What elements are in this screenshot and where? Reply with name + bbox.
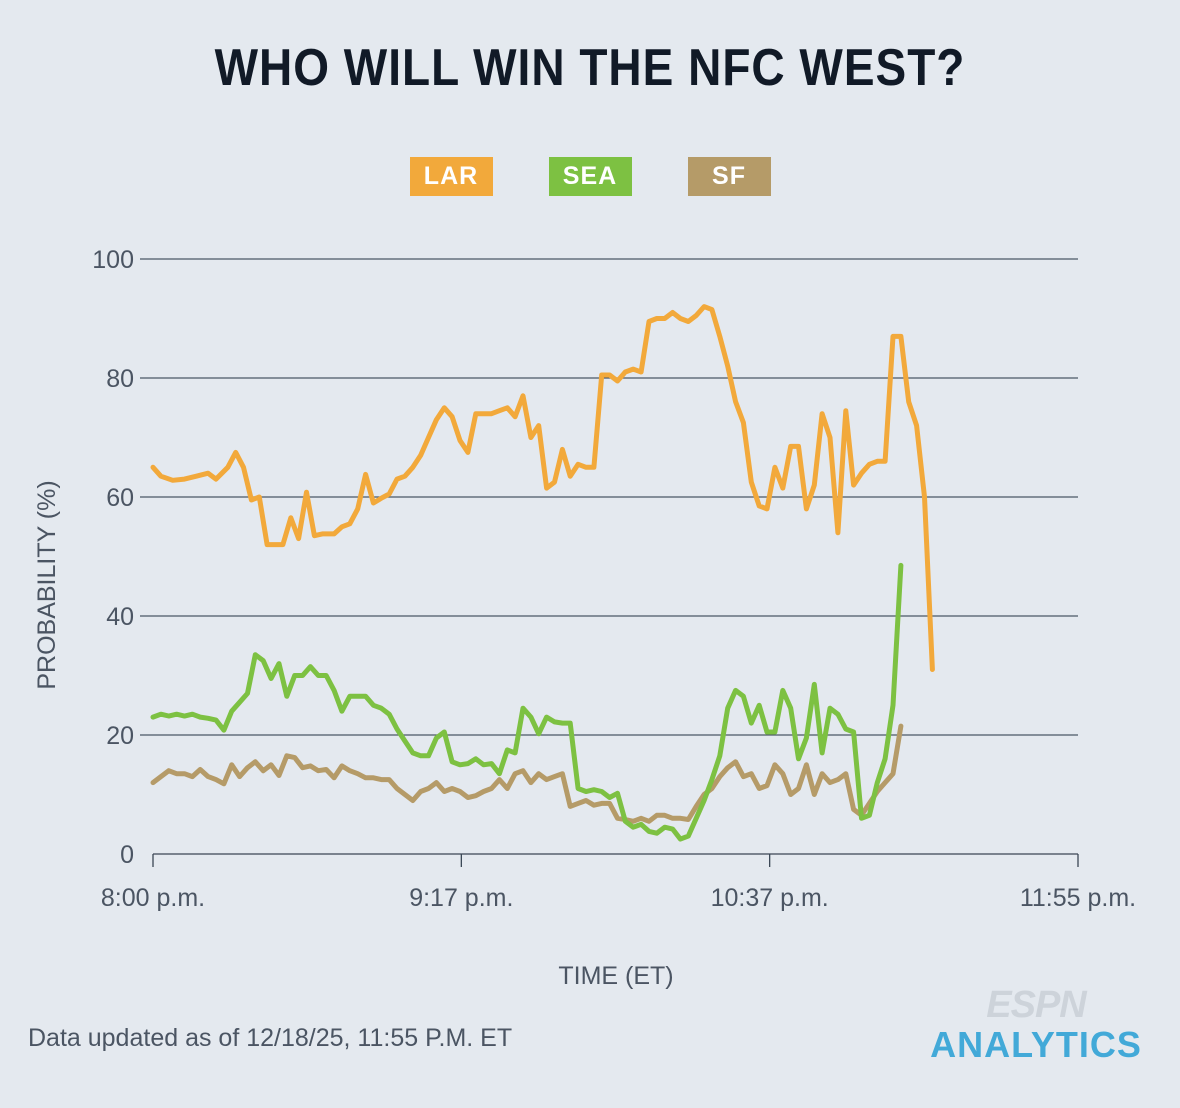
espn-analytics-logo: ESPN ANALYTICS xyxy=(920,985,1152,1065)
y-tick-label-100: 100 xyxy=(92,246,134,274)
y-axis-label: PROBABILITY (%) xyxy=(33,480,61,689)
x-tick-label-1: 9:17 p.m. xyxy=(409,884,513,912)
x-tick-label-2: 10:37 p.m. xyxy=(711,884,829,912)
y-tick-label-0: 0 xyxy=(120,841,134,869)
series-line-sf xyxy=(150,723,904,824)
y-tick-label-80: 80 xyxy=(106,365,134,393)
chart-title: WHO WILL WIN THE NFC WEST? xyxy=(214,37,966,97)
x-axis-label: TIME (ET) xyxy=(558,962,673,990)
brand-analytics: ANALYTICS xyxy=(930,1024,1142,1065)
y-tick-label-40: 40 xyxy=(106,603,134,631)
y-tick-label-20: 20 xyxy=(106,722,134,750)
line-chart: 0 20 40 60 80 100 8:00 p.m. 9:17 p.m. 10:37 p.m.… xyxy=(33,246,1136,990)
series-line-sea xyxy=(150,562,904,842)
y-tick-label-60: 60 xyxy=(106,484,134,512)
legend-item-lar: LAR xyxy=(409,157,493,196)
legend-item-sea: SEA xyxy=(548,157,632,196)
legend-item-sf: SF xyxy=(687,157,771,196)
legend: LAR SEA SF xyxy=(0,157,1180,196)
x-tick-label-0: 8:00 p.m. xyxy=(101,884,205,912)
x-tick-label-3: 11:55 p.m. xyxy=(1020,884,1136,912)
data-updated-note: Data updated as of 12/18/25, 11:55 P.M. … xyxy=(28,1024,513,1052)
brand-espn: ESPN xyxy=(986,984,1086,1026)
series-line-lar xyxy=(150,304,935,672)
